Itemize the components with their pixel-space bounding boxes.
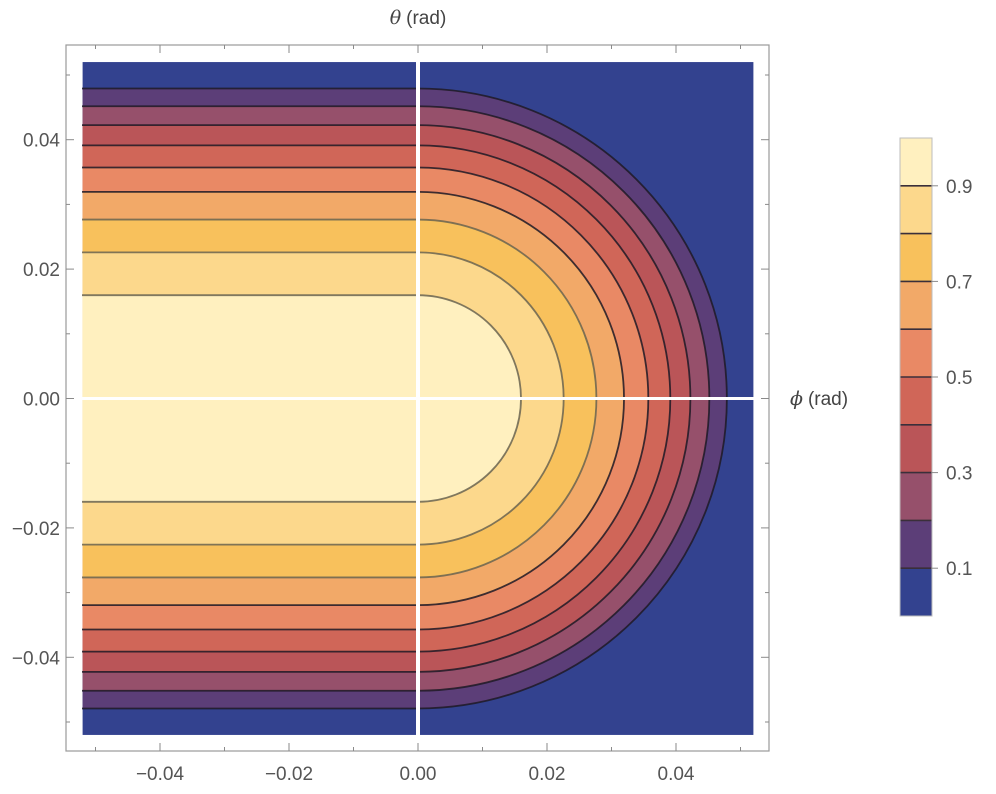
y-tick-label: 0.00	[23, 390, 60, 411]
axis-ticks: −0.04 −0.02 0.00 0.02 0.04 0.04 0.02 0.00 −0.02 −…	[12, 45, 769, 785]
colorbar-band	[900, 520, 932, 569]
colorbar-band	[900, 233, 932, 282]
y-axis-label: θ (rad)	[390, 7, 447, 29]
y-tick-label: −0.04	[12, 648, 61, 669]
contour-line	[82, 294, 522, 503]
y-axis-unit: (rad)	[406, 8, 446, 29]
colorbar-band	[900, 329, 932, 377]
colorbar-band	[900, 281, 932, 330]
x-tick-label: −0.04	[136, 764, 185, 785]
x-axis-unit: (rad)	[808, 389, 848, 410]
colorbar-band	[900, 424, 932, 473]
colorbar-tick-label: 0.5	[946, 368, 972, 389]
y-tick-label: 0.02	[23, 260, 60, 281]
colorbar-tick-label: 0.1	[946, 559, 972, 580]
contour-line	[82, 87, 728, 710]
colorbar-band	[900, 138, 932, 186]
contour-lines	[82, 87, 728, 710]
colorbar-band	[900, 377, 932, 425]
colorbar-band	[900, 472, 932, 521]
contour-line	[82, 124, 692, 673]
contour-line	[82, 218, 598, 579]
y-tick-label: −0.02	[12, 519, 60, 540]
contour-line	[82, 105, 711, 692]
x-tick-label: 0.04	[658, 764, 695, 785]
y-tick-label: 0.04	[23, 131, 60, 152]
x-tick-label: 0.02	[529, 764, 566, 785]
center-axes	[81, 61, 784, 736]
colorbar-band	[900, 568, 932, 616]
contour-line	[82, 251, 565, 546]
colorbar-tick-label: 0.7	[946, 272, 972, 293]
colorbar-legend: 0.9 0.7 0.5 0.3 0.1	[899, 137, 972, 617]
x-tick-label: −0.02	[265, 764, 313, 785]
contour-line	[82, 190, 625, 607]
contour-line	[82, 144, 672, 653]
x-tick-label: 0.00	[400, 764, 437, 785]
y-axis-symbol: θ	[390, 7, 402, 29]
colorbar-band	[900, 185, 932, 234]
colorbar-tick-label: 0.9	[946, 177, 972, 198]
x-axis-symbol: ϕ	[790, 388, 803, 410]
colorbar-tick-label: 0.3	[946, 464, 972, 485]
contour-line	[82, 166, 650, 631]
x-axis-label: ϕ (rad)	[790, 388, 848, 410]
